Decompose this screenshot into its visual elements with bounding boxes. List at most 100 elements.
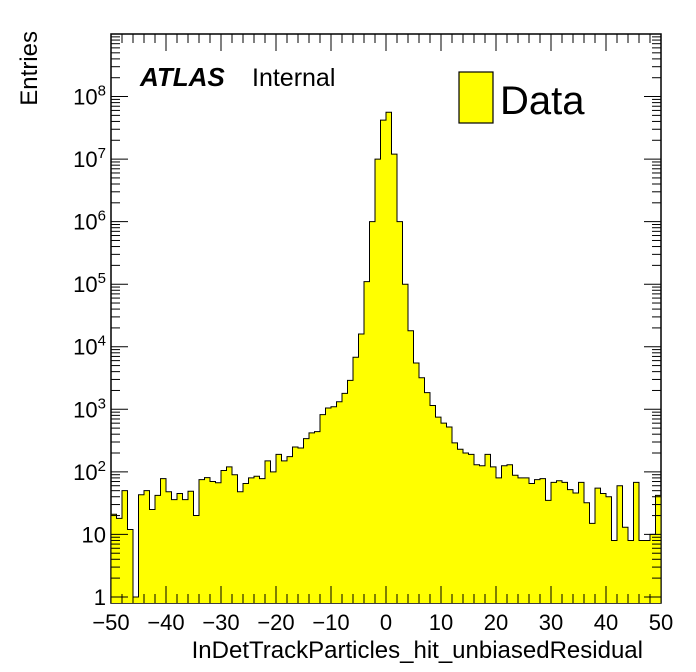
axis-ticks: [110, 33, 662, 603]
histogram-bar: [270, 471, 277, 603]
x-tick-label: 20: [484, 610, 508, 635]
histogram-bar: [501, 465, 508, 603]
histogram-bar: [589, 523, 596, 603]
y-tick-label: 1: [94, 585, 106, 610]
histogram-bar: [254, 476, 260, 603]
histogram-bar: [496, 477, 502, 603]
x-axis-title: InDetTrackParticles_hit_unbiasedResidual: [192, 637, 643, 664]
atlas-label: ATLAS: [139, 62, 225, 92]
histogram-bar: [380, 120, 387, 604]
histogram-bar: [160, 478, 167, 603]
histogram-bar: [606, 496, 612, 603]
histogram-bar: [397, 221, 403, 603]
histogram-bar: [204, 477, 211, 603]
histogram-bar: [468, 454, 475, 603]
histogram-bar: [551, 482, 557, 603]
histogram-bar: [188, 491, 194, 603]
histogram-bars: [110, 111, 662, 604]
histogram-bar: [479, 465, 486, 603]
histogram-bar: [655, 495, 662, 603]
histogram-bar: [617, 485, 623, 603]
histogram-bar: [364, 281, 370, 603]
histogram-bar: [644, 540, 651, 603]
histogram-bar: [347, 380, 354, 603]
histogram-bar: [413, 362, 420, 603]
histogram-bar: [210, 481, 216, 603]
x-tick-label: −20: [257, 610, 294, 635]
histogram-bar: [342, 393, 348, 603]
x-tick-label: 50: [649, 610, 673, 635]
histogram-bar: [435, 417, 442, 603]
histogram-bar: [182, 499, 189, 603]
histogram-bar: [369, 221, 376, 603]
histogram-bar: [600, 493, 607, 603]
histogram-bar: [265, 460, 271, 603]
y-tick-label: 104: [73, 333, 106, 360]
histogram-bar: [512, 475, 519, 603]
histogram-bar: [463, 453, 469, 603]
histogram-bar: [457, 449, 464, 603]
histogram-bar: [309, 432, 315, 603]
histogram-bar: [628, 540, 634, 603]
histogram-bar: [485, 454, 491, 603]
tick-labels: −50 −40 −30 −20 −10 0 10 20 30 40 50 1 10 102 103 104 10…: [73, 83, 673, 635]
histogram-bar: [595, 488, 601, 603]
histogram-bar: [507, 464, 513, 603]
histogram-bar: [336, 401, 343, 603]
legend-swatch: [458, 71, 494, 124]
histogram-bar: [281, 460, 288, 603]
histogram-bar: [248, 477, 255, 603]
histogram-bar: [193, 515, 200, 603]
histogram-bar: [122, 490, 128, 603]
histogram-bar: [584, 502, 590, 603]
histogram-bar: [611, 540, 618, 603]
histogram-bar: [111, 514, 117, 603]
histogram-bar: [276, 454, 282, 603]
y-tick-label: 105: [73, 270, 106, 297]
legend-label-data: Data: [500, 79, 585, 123]
histogram-bar: [353, 357, 359, 603]
histogram-bar: [452, 442, 458, 603]
histogram-bar: [419, 377, 425, 603]
histogram-bar: [386, 112, 392, 604]
histogram-bar: [408, 330, 414, 603]
histogram-bar: [562, 482, 568, 603]
histogram-bar: [292, 446, 299, 603]
histogram-bar: [650, 534, 656, 603]
histogram-bar: [391, 154, 398, 603]
x-tick-label: −50: [92, 610, 129, 635]
histogram-bar: [490, 466, 497, 603]
y-axis-title: Entries: [16, 31, 43, 106]
y-tick-label: 107: [73, 145, 106, 172]
x-tick-label: 10: [429, 610, 453, 635]
histogram-bar: [127, 529, 134, 603]
histogram-bar: [226, 466, 233, 603]
x-tick-label: −30: [202, 610, 239, 635]
histogram-bar: [215, 482, 222, 603]
histogram-bar: [259, 478, 266, 603]
y-tick-label: 108: [73, 83, 106, 110]
histogram-bar: [567, 489, 574, 603]
histogram-bar: [320, 414, 326, 603]
x-tick-label: −10: [312, 610, 349, 635]
histogram-bar: [325, 407, 332, 603]
histogram-bar: [573, 492, 579, 603]
histogram-outline: [110, 111, 662, 603]
histogram-bar: [144, 490, 150, 603]
histogram-bar: [639, 540, 645, 603]
histogram-bar: [430, 405, 436, 603]
histogram-bar: [149, 509, 156, 603]
histogram-bar: [529, 483, 535, 603]
histogram-bar: [303, 438, 310, 603]
histogram-bar: [243, 483, 249, 603]
histogram-bar: [534, 479, 541, 603]
x-tick-label: 0: [380, 610, 392, 635]
histogram-bar: [402, 284, 409, 603]
histogram-bar: [314, 431, 321, 603]
histogram-bar: [441, 423, 447, 603]
histogram-bar: [446, 427, 453, 603]
histogram-bar: [166, 491, 172, 603]
histogram-bar: [221, 470, 227, 603]
histogram-bar: [424, 392, 431, 603]
